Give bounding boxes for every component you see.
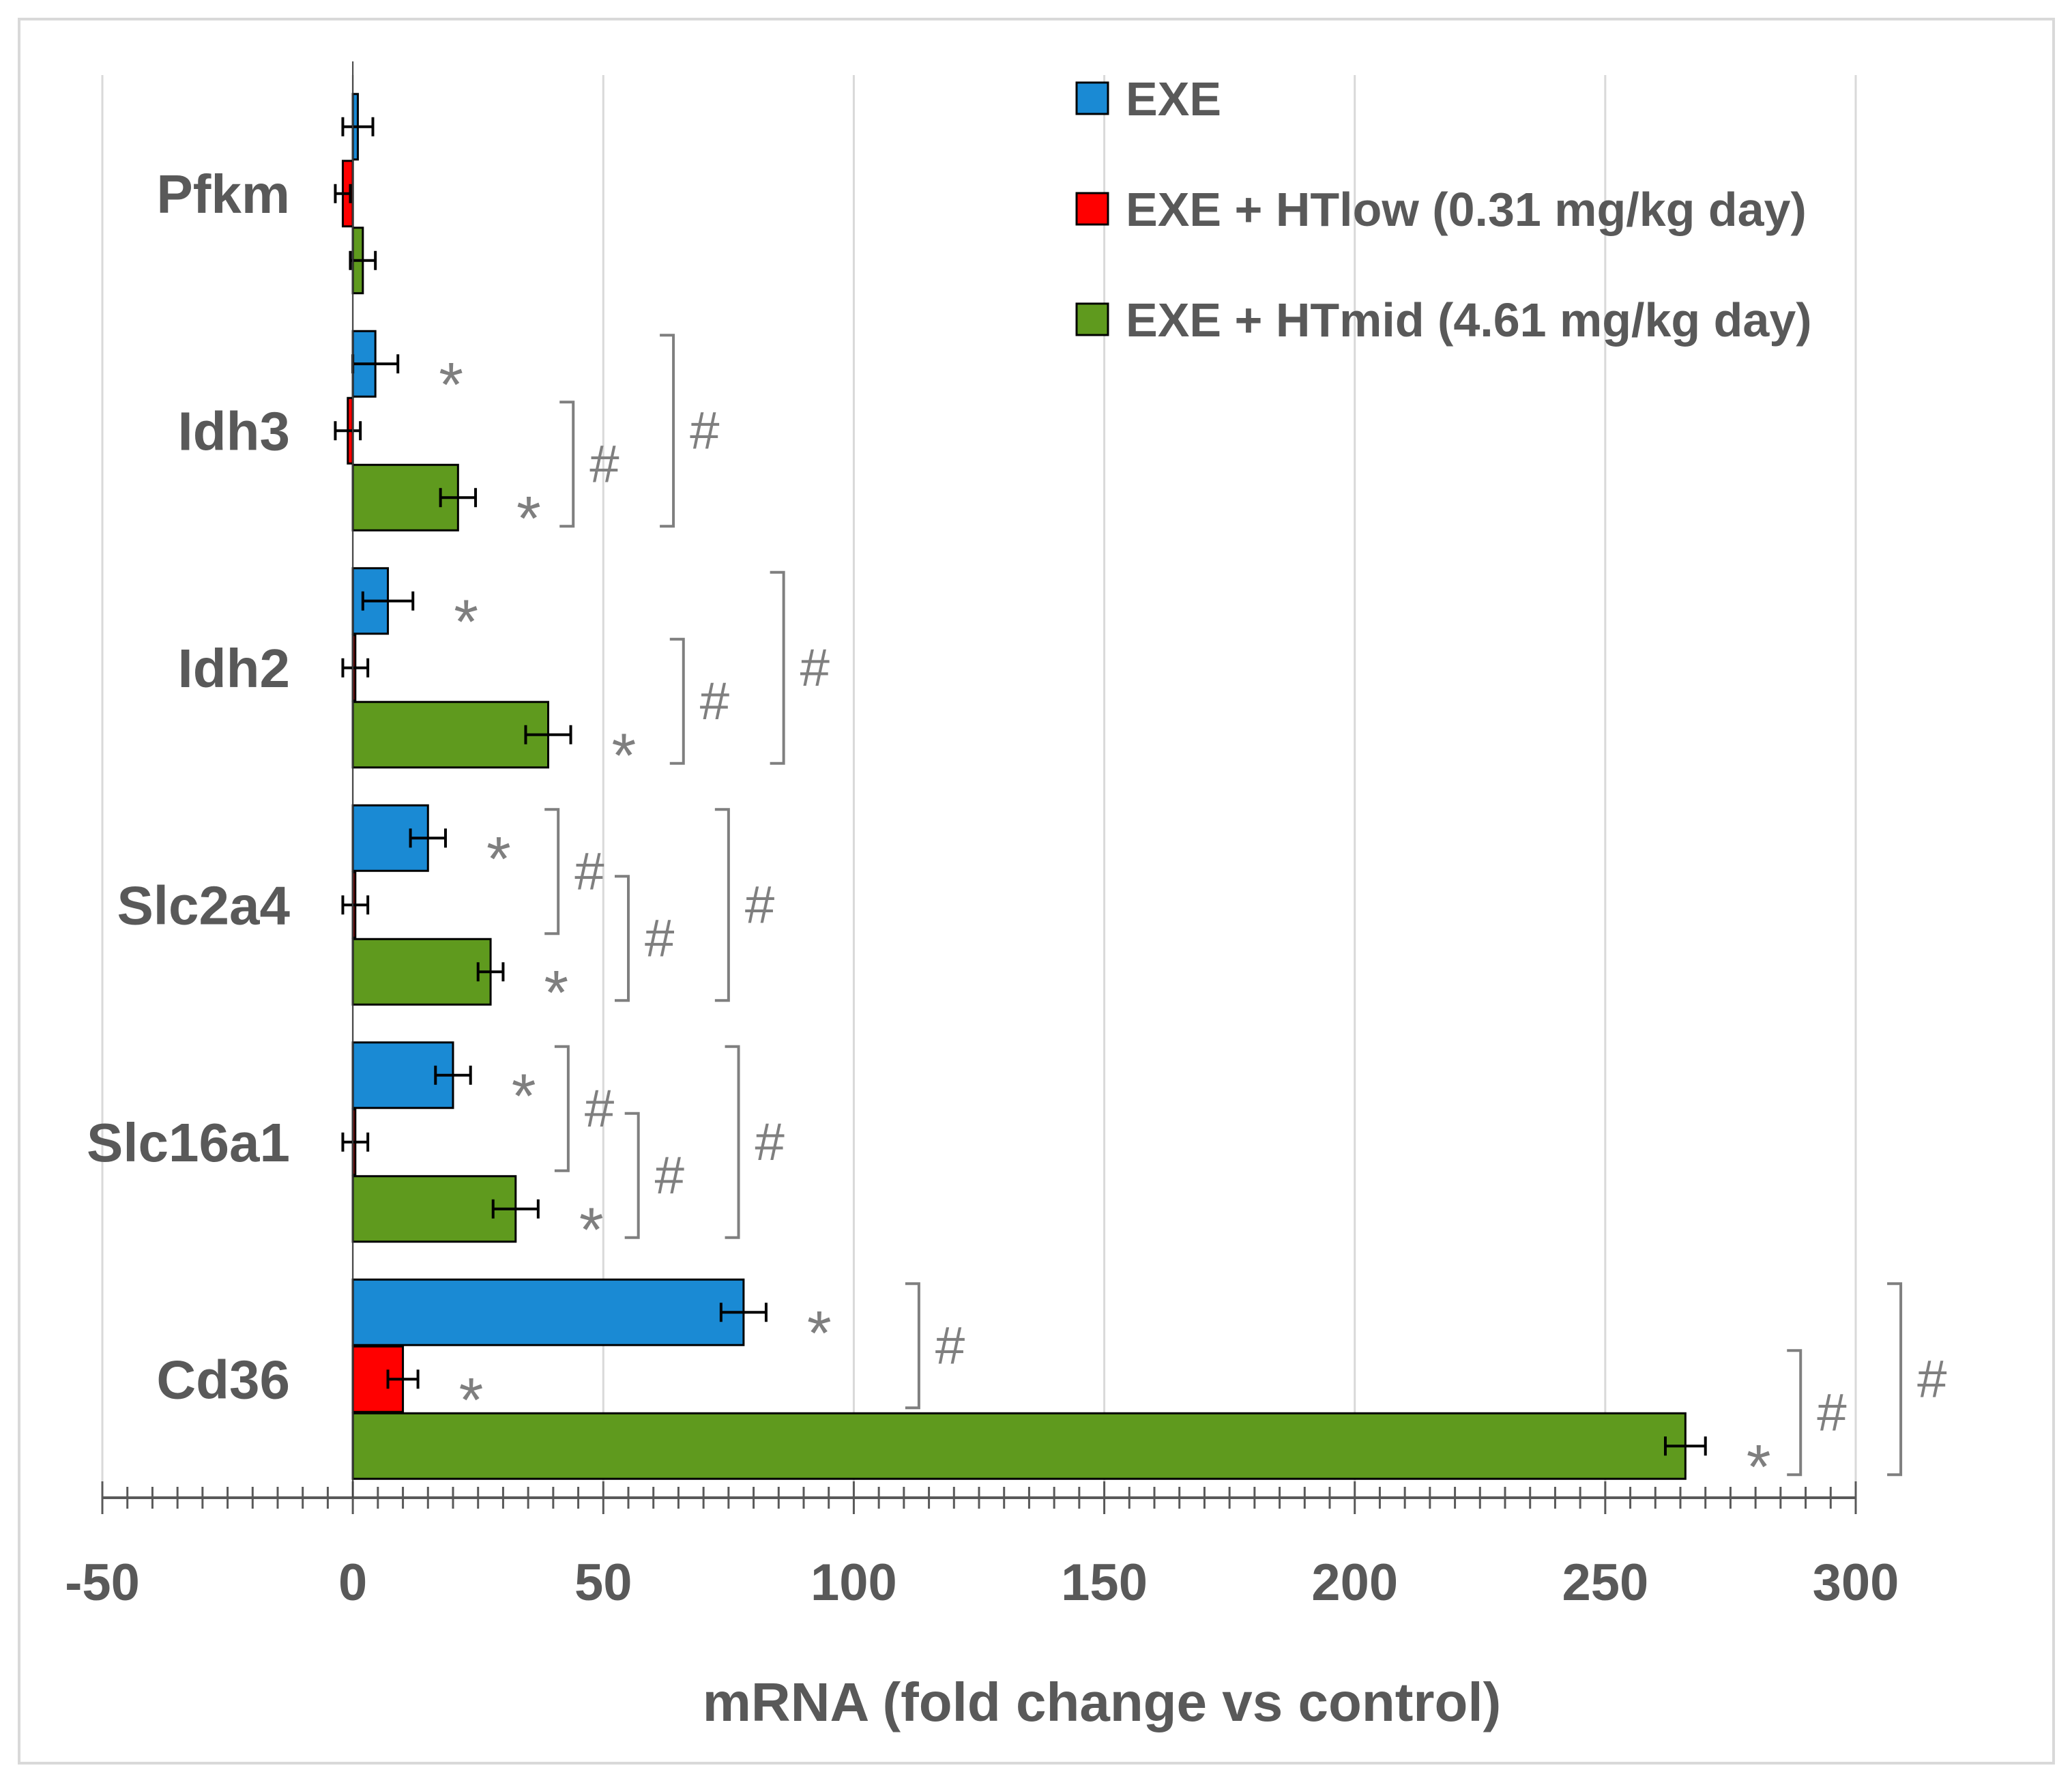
significance-bracket: [1787, 1349, 1803, 1477]
legend-label: EXE: [1126, 72, 1221, 126]
x-axis-title: mRNA (fold change vs control): [703, 1672, 1501, 1732]
legend-label: EXE + HTmid (4.61 mg/kg day): [1126, 293, 1812, 347]
significance-bracket: [1887, 1282, 1903, 1477]
significance-hash: #: [745, 874, 774, 934]
x-tick-label: 0: [338, 1554, 367, 1612]
significance-bracket: [624, 1112, 640, 1239]
significance-hash: #: [755, 1112, 785, 1172]
significance-star: *: [612, 721, 637, 791]
legend: EXE EXE + HTlow (0.31 mg/kg day) EXE + HTm…: [1075, 72, 1812, 347]
x-tick-label: -50: [65, 1554, 140, 1612]
significance-star: *: [439, 350, 463, 420]
x-tick-label: 250: [1562, 1554, 1648, 1612]
x-tick-label: 50: [574, 1554, 632, 1612]
significance-star: *: [579, 1195, 604, 1265]
bar-layer: [334, 93, 1707, 1480]
x-tick-label: 200: [1311, 1554, 1398, 1612]
significance-hash: #: [800, 637, 830, 697]
significance-hash: #: [700, 671, 729, 731]
significance-hash: #: [574, 841, 604, 901]
legend-swatch: [1075, 81, 1109, 115]
category-label: Pfkm: [156, 164, 290, 224]
significance-hash: #: [1817, 1382, 1846, 1442]
significance-bracket: [770, 570, 785, 765]
significance-hash: #: [589, 433, 619, 493]
significance-bracket: [615, 875, 630, 1002]
significance-hash: #: [690, 400, 719, 460]
bar: [351, 701, 550, 769]
significance-bracket: [544, 808, 560, 935]
bar: [351, 1175, 517, 1243]
significance-bracket: [905, 1282, 920, 1410]
significance-star: *: [486, 824, 511, 894]
x-tick-label: 300: [1813, 1554, 1899, 1612]
significance-star: *: [454, 587, 478, 657]
category-label: Cd36: [156, 1349, 290, 1410]
category-label: Slc2a4: [117, 875, 290, 935]
bar: [351, 1412, 1687, 1480]
bar: [351, 1278, 745, 1346]
significance-star: *: [512, 1062, 536, 1131]
significance-star: *: [807, 1298, 832, 1368]
significance-bracket: [725, 1045, 740, 1239]
x-tick-label: 100: [811, 1554, 897, 1612]
significance-star: *: [544, 958, 568, 1028]
legend-swatch: [1075, 302, 1109, 336]
category-label: Idh3: [178, 401, 290, 461]
significance-star: *: [1747, 1432, 1771, 1502]
legend-label: EXE + HTlow (0.31 mg/kg day): [1126, 183, 1807, 236]
bar: [351, 938, 492, 1006]
axis-layer: -50 0 50 100 150 200 250 300 Pfkm Idh3 Idh2 Slc2a4 S…: [65, 61, 1899, 1612]
significance-hash: #: [1917, 1348, 1946, 1408]
annotation-layer: ***********#############: [439, 334, 1946, 1502]
significance-star: *: [516, 484, 541, 553]
significance-hash: #: [935, 1315, 965, 1375]
significance-bracket: [669, 637, 685, 765]
significance-bracket: [559, 401, 575, 528]
category-label: Slc16a1: [87, 1112, 290, 1173]
significance-bracket: [660, 334, 675, 528]
category-label: Idh2: [178, 638, 290, 699]
significance-hash: #: [585, 1078, 614, 1138]
significance-hash: #: [655, 1145, 684, 1205]
legend-swatch: [1075, 192, 1109, 226]
significance-bracket: [714, 808, 730, 1002]
x-tick-label: 150: [1061, 1554, 1148, 1612]
significance-hash: #: [645, 908, 674, 968]
significance-bracket: [554, 1045, 570, 1172]
significance-star: *: [459, 1365, 484, 1435]
